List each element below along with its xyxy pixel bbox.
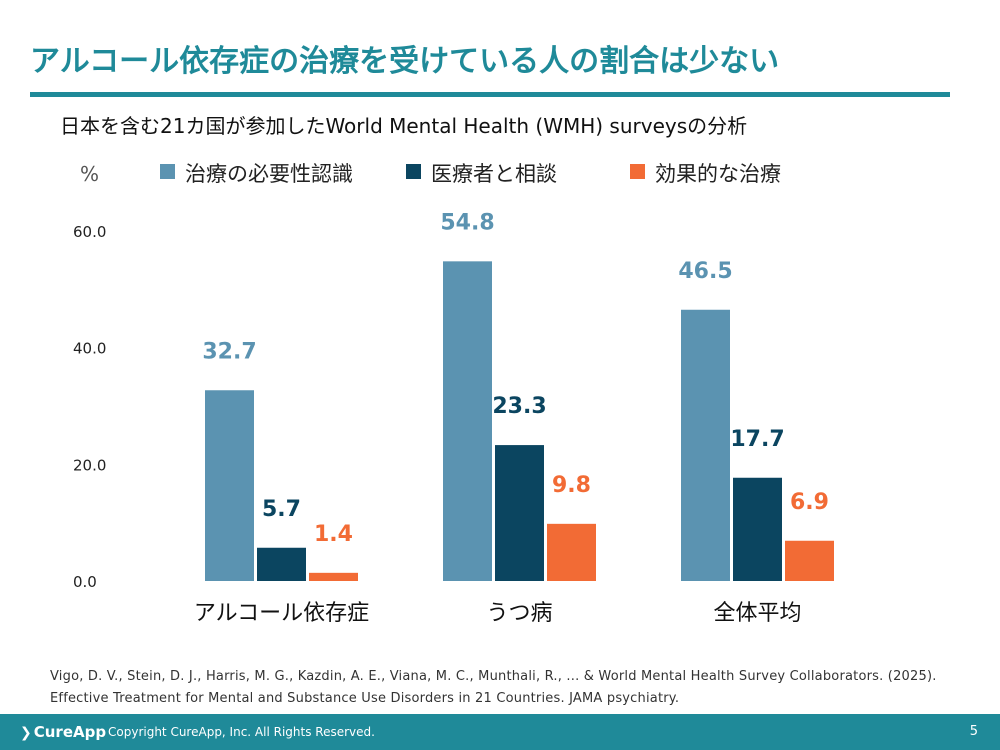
bar — [443, 261, 492, 581]
data-label: 46.5 — [678, 259, 732, 284]
y-tick-label: 40.0 — [73, 340, 106, 358]
bar — [205, 390, 254, 581]
data-label: 32.7 — [202, 339, 256, 364]
legend-swatch — [630, 164, 645, 179]
bar — [257, 547, 306, 581]
title-underline — [30, 92, 950, 97]
bar — [733, 477, 782, 581]
page-title: アルコール依存症の治療を受けている人の割合は少ない — [30, 44, 780, 79]
legend-label: 医療者と相談 — [431, 162, 557, 186]
data-label: 9.8 — [552, 473, 591, 498]
y-tick-label: 0.0 — [73, 573, 97, 591]
x-tick-label: 全体平均 — [713, 601, 801, 626]
legend-label: 効果的な治療 — [655, 162, 781, 186]
page-number: 5 — [969, 724, 978, 739]
page-subtitle: 日本を含む21カ国が参加したWorld Mental Health (WMH) … — [60, 114, 748, 138]
bar — [309, 572, 358, 581]
citation-text: Vigo, D. V., Stein, D. J., Harris, M. G.… — [50, 669, 937, 706]
data-label: 5.7 — [262, 497, 301, 522]
data-label: 17.7 — [730, 427, 784, 452]
logo-swoosh-icon: ❯ — [20, 725, 32, 741]
cureapp-logo: ❯ CureApp — [20, 723, 106, 741]
x-tick-label: うつ病 — [486, 601, 552, 626]
y-tick-label: 60.0 — [73, 223, 106, 241]
data-label: 1.4 — [314, 522, 353, 547]
footer-bar: ❯ CureApp Copyright CureApp, Inc. All Rig… — [0, 714, 1000, 750]
legend-swatch — [406, 164, 421, 179]
bar — [547, 523, 596, 581]
bar — [785, 540, 834, 581]
y-tick-label: 20.0 — [73, 456, 106, 474]
bar — [495, 445, 544, 581]
legend-swatch — [160, 164, 175, 179]
data-label: 54.8 — [440, 210, 494, 235]
bar — [681, 309, 730, 581]
logo-text: CureApp — [33, 723, 107, 741]
copyright-text: Copyright CureApp, Inc. All Rights Reser… — [108, 725, 375, 739]
x-tick-label: アルコール依存症 — [194, 601, 369, 626]
bar-chart: % 0.0 20.0 40.0 60.0 治療の必要性認識 医療者と相談 効果的な治療 32.7… — [73, 162, 834, 626]
data-label: 6.9 — [790, 490, 829, 515]
legend-label: 治療の必要性認識 — [185, 162, 353, 186]
data-label: 23.3 — [492, 394, 546, 419]
y-axis-label: % — [80, 162, 99, 186]
